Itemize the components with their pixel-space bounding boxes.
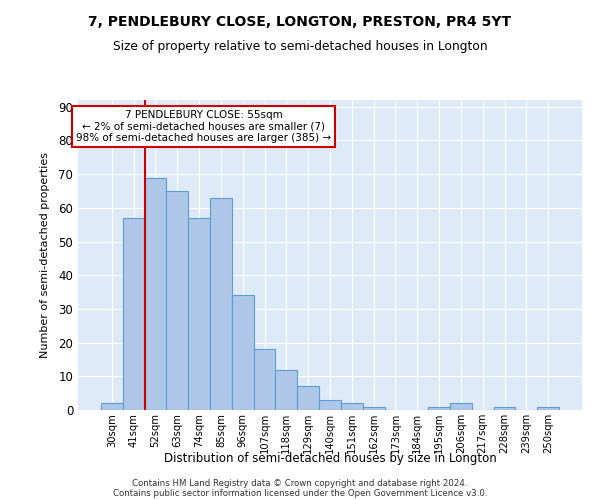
Bar: [363, 406, 385, 410]
Bar: [275, 370, 297, 410]
Y-axis label: Number of semi-detached properties: Number of semi-detached properties: [40, 152, 50, 358]
Bar: [123, 218, 145, 410]
Bar: [145, 178, 166, 410]
Bar: [428, 406, 450, 410]
Text: Distribution of semi-detached houses by size in Longton: Distribution of semi-detached houses by …: [164, 452, 496, 465]
Text: Contains HM Land Registry data © Crown copyright and database right 2024.: Contains HM Land Registry data © Crown c…: [132, 478, 468, 488]
Bar: [537, 406, 559, 410]
Bar: [254, 350, 275, 410]
Text: Contains public sector information licensed under the Open Government Licence v3: Contains public sector information licen…: [113, 488, 487, 498]
Bar: [232, 296, 254, 410]
Bar: [101, 404, 123, 410]
Bar: [341, 404, 363, 410]
Bar: [210, 198, 232, 410]
Bar: [297, 386, 319, 410]
Text: 7 PENDLEBURY CLOSE: 55sqm
← 2% of semi-detached houses are smaller (7)
98% of se: 7 PENDLEBURY CLOSE: 55sqm ← 2% of semi-d…: [76, 110, 331, 144]
Bar: [166, 191, 188, 410]
Bar: [450, 404, 472, 410]
Text: 7, PENDLEBURY CLOSE, LONGTON, PRESTON, PR4 5YT: 7, PENDLEBURY CLOSE, LONGTON, PRESTON, P…: [88, 15, 512, 29]
Text: Size of property relative to semi-detached houses in Longton: Size of property relative to semi-detach…: [113, 40, 487, 53]
Bar: [494, 406, 515, 410]
Bar: [188, 218, 210, 410]
Bar: [319, 400, 341, 410]
